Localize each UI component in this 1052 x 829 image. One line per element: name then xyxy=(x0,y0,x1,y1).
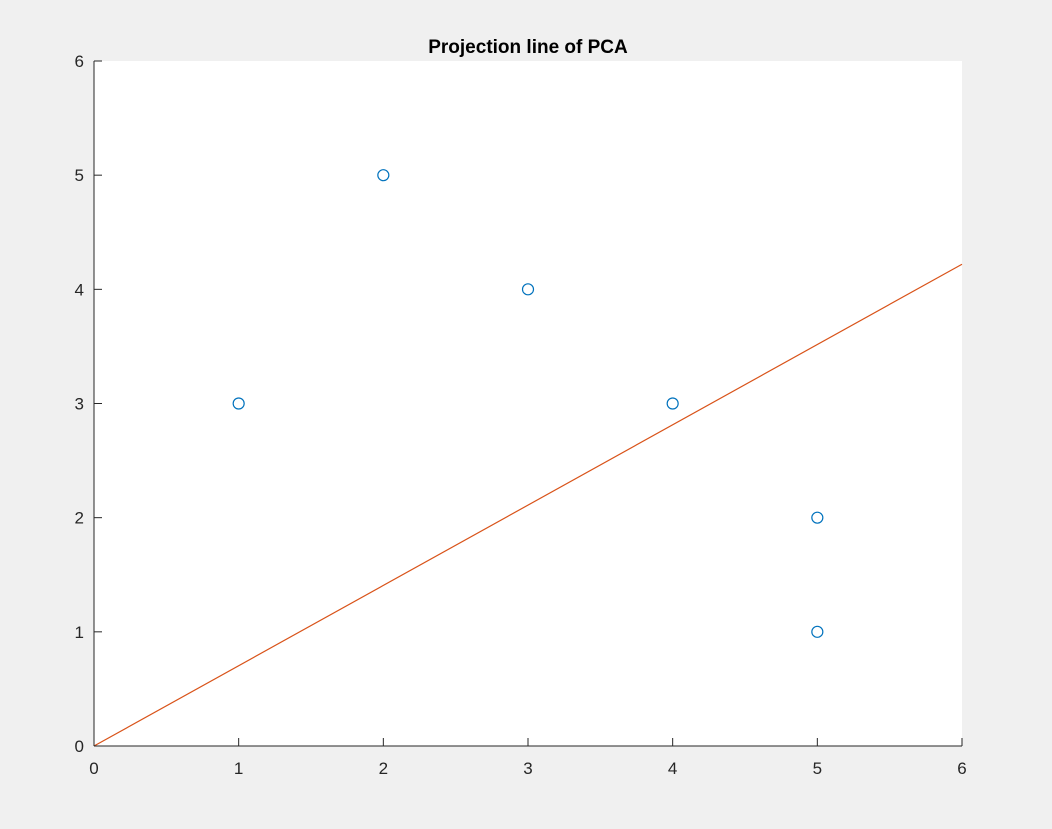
x-tick-label: 6 xyxy=(957,759,966,778)
x-tick-label: 3 xyxy=(523,759,532,778)
y-tick-label: 1 xyxy=(75,623,84,642)
data-point xyxy=(666,397,679,410)
x-tick-label: 4 xyxy=(668,759,677,778)
y-tick-label: 3 xyxy=(75,395,84,414)
x-tick-label: 2 xyxy=(379,759,388,778)
plot-area xyxy=(94,61,962,746)
y-tick-label: 5 xyxy=(75,166,84,185)
projection-line xyxy=(93,263,963,747)
x-tick-label: 1 xyxy=(234,759,243,778)
data-point xyxy=(232,397,245,410)
data-point xyxy=(521,283,535,296)
y-tick-label: 2 xyxy=(75,509,84,528)
y-tick-label: 0 xyxy=(75,737,84,756)
data-point xyxy=(811,625,824,638)
x-tick-label: 0 xyxy=(89,759,98,778)
data-point xyxy=(811,511,824,524)
y-tick-label: 6 xyxy=(75,52,84,71)
chart-title: Projection line of PCA xyxy=(428,37,628,58)
y-tick-label: 4 xyxy=(75,280,84,299)
data-point xyxy=(377,169,390,182)
x-tick-label: 5 xyxy=(813,759,822,778)
